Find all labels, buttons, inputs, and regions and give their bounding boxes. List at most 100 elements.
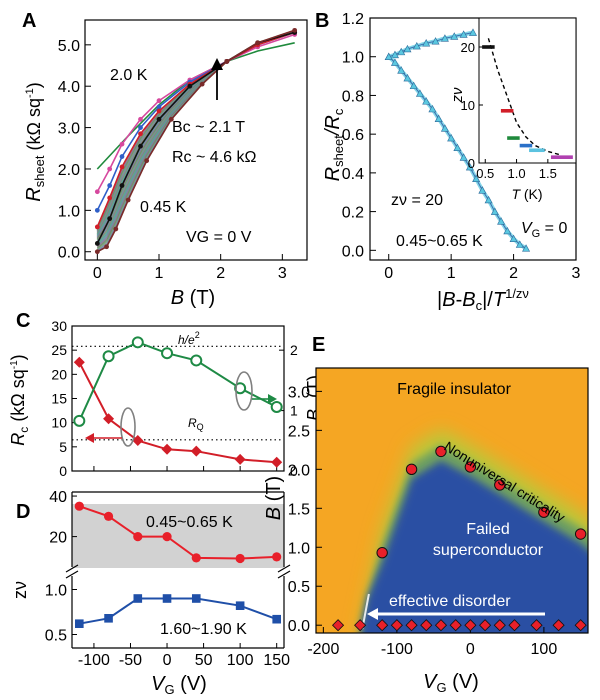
a-annotation-vg: VG = 0 V: [186, 229, 252, 246]
a-fan-curve: [96, 29, 295, 252]
b-inset-ylabel: zν: [449, 87, 466, 104]
e-zero-field-point: [449, 619, 462, 632]
b-axes: 0 1 2 3 0.0 0.2 0.4 0.6 0.8 1.0 1.2: [342, 11, 581, 282]
panel-letter-a: A: [22, 10, 36, 32]
panel-a: 0 1 2 3 0.0 1.0 2.0 3.0 4.0 5.0 2.0 K 0.45 K Bc ~…: [23, 19, 308, 309]
b-series-point: [434, 114, 443, 122]
e-zero-field-point: [493, 619, 506, 632]
a-series-point: [107, 195, 113, 201]
e-xtick-label: 0: [466, 641, 475, 658]
d-series-point: [191, 553, 201, 563]
d-series-point: [272, 552, 282, 562]
d-series: [74, 501, 282, 628]
e-zero-field-point: [508, 619, 521, 632]
c-ytick-left-label: 10: [51, 415, 67, 431]
a-series-point: [144, 158, 150, 164]
e-ytick-label: 0.0: [288, 618, 310, 635]
b-series-point: [422, 97, 431, 105]
e-zero-field-point: [420, 619, 433, 632]
b-series-point: [403, 44, 412, 53]
a-series-point: [107, 216, 113, 222]
e-zero-field-point: [552, 619, 565, 632]
c-ytick-left-label: 30: [51, 318, 67, 334]
a-annotation-rc: Rc ~ 4.6 kΩ: [172, 149, 256, 166]
c-series-point: [73, 356, 85, 368]
a-series-point: [156, 104, 162, 110]
b-series-point: [447, 133, 456, 142]
a-series-point: [156, 108, 162, 114]
a-annotation-045k: 0.45 K: [140, 199, 187, 216]
a-series-point: [119, 164, 125, 170]
c-annotation-he2: h/e2: [178, 330, 200, 347]
b-inset-xlabel: T (K): [511, 186, 542, 202]
c-ellipse-left: [85, 407, 136, 447]
b-series-point: [422, 39, 431, 47]
b-ytick-label: 0.8: [342, 88, 364, 105]
c-ellipse-right: [235, 371, 277, 411]
e-disorder-arrow: [367, 608, 545, 620]
b-series-point: [384, 52, 393, 61]
e-axes: -200 -100 0 100 0.0 0.5 1.0 1.5 2.0 2.5 3.0: [288, 384, 558, 658]
b-series-point: [390, 58, 399, 66]
a-series-point: [138, 125, 143, 130]
a-xtick-label: 0: [93, 265, 102, 282]
d-ytick-top-label: 20: [49, 530, 67, 547]
e-region-insulator: Fragile insulator: [397, 381, 512, 398]
e-superconductor-region: [361, 460, 588, 633]
b-series-point: [409, 81, 418, 90]
e-zero-field-point: [479, 619, 492, 632]
c-series-point: [161, 443, 173, 455]
c-ylabel-left: Rc (kΩ sq-1): [8, 354, 31, 445]
a-curves: [94, 27, 298, 255]
b-series-point: [465, 162, 474, 171]
e-zero-field-point: [464, 619, 477, 632]
d-series-point: [235, 553, 245, 564]
d-xtick-label: -100: [78, 652, 110, 669]
b-inset-ytick-label: 10: [461, 98, 475, 113]
d-xtick-label: 50: [195, 652, 213, 669]
c-series-point: [234, 382, 247, 395]
panel-d: -100 -50 0 50 100 150 20 40 0.5 1.0 0.45~0.65 K 1…: [10, 489, 291, 697]
d-series-point: [74, 501, 84, 511]
a-fan-curve: [96, 29, 295, 251]
e-boundary-point: [405, 463, 418, 476]
b-inset-fit: [487, 38, 561, 156]
c-series-point: [234, 453, 246, 465]
d-series-point: [162, 531, 172, 542]
e-plot-frame: [315, 367, 589, 634]
a-axes: 0 1 2 3 0.0 1.0 2.0 3.0 4.0 5.0: [58, 38, 287, 282]
c-series-point: [271, 456, 283, 468]
d-ytick-bottom-label: 0.5: [45, 628, 67, 645]
b-series-point: [450, 32, 459, 40]
a-xlabel: B (T): [171, 287, 215, 309]
e-ytick-label: 2.0: [288, 462, 310, 479]
b-series-point: [522, 244, 531, 252]
c-ytick-left-label: 25: [51, 342, 67, 358]
e-points: [331, 445, 587, 632]
b-annotation-vg: VG = 0: [521, 220, 567, 240]
d-frame: [71, 491, 285, 649]
b-series-point: [503, 226, 512, 235]
d-ylabel: zν: [10, 581, 30, 599]
d-ytick-bottom-label: 1.0: [45, 583, 67, 600]
e-ytick-label: 2.5: [288, 423, 310, 440]
a-series-point: [292, 27, 298, 33]
a-ytick-label: 2.0: [58, 162, 80, 179]
c-series-point: [270, 400, 283, 413]
e-zero-field-point: [376, 619, 389, 632]
a-series-point: [138, 131, 143, 137]
b-series-point: [397, 47, 406, 56]
d-series-point: [162, 594, 172, 603]
e-boundary-point: [435, 445, 447, 458]
b-ytick-label: 1.2: [342, 11, 364, 28]
d-series-point: [235, 601, 245, 610]
a-fan-curve: [96, 29, 295, 249]
a-series-point: [255, 40, 261, 46]
panel-b: 0 1 2 3 0.0 0.2 0.4 0.6 0.8 1.0 1.2 0.5 1.0 1.5 0 10 20…: [322, 11, 581, 313]
a-series-point: [119, 183, 125, 188]
c-series-point: [161, 347, 174, 360]
e-boundary-point: [464, 461, 477, 473]
b-ylabel: Rsheet/Rc: [322, 108, 346, 181]
a-curve-fan: [96, 29, 295, 253]
